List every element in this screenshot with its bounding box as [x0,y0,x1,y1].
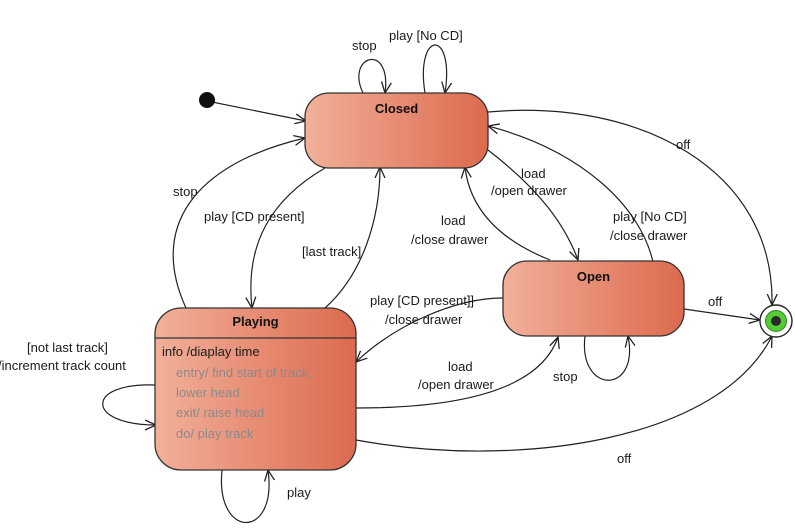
label-playing-to-closed-last: [last track] [302,244,361,259]
label-open-to-final-off: off [708,294,723,309]
edge-playing-to-final-off [356,336,772,451]
edge-initial-to-closed [207,101,306,121]
final-node [760,305,792,337]
label-open-to-playing-trigger: play [CD present]] [370,293,474,308]
edge-closed-to-playing [251,168,325,308]
label-closed-self-stop: stop [352,38,377,53]
label-open-to-closed-action: /close drawer [411,232,489,247]
state-playing-activity: do/ play track [176,426,254,441]
label-playing-self-play: play [287,485,311,500]
edge-open-self-stop [584,336,629,380]
label-open-to-closed-nocd-trigger: play [No CD] [613,209,687,224]
edge-playing-self-play [221,470,269,523]
label-playing-to-open-action: /open drawer [418,377,495,392]
label-playing-self-next-guard: [not last track] [27,340,108,355]
initial-node [199,92,215,108]
label-playing-to-final-off: off [617,451,632,466]
state-open: Open [503,261,684,336]
state-playing-activity: exit/ raise head [176,405,264,420]
state-playing-title: Playing [232,314,278,329]
label-closed-to-open-trigger: load [521,166,546,181]
state-closed-title: Closed [375,101,418,116]
edge-closed-self-play-nocd [423,45,446,93]
label-closed-self-play-nocd: play [No CD] [389,28,463,43]
state-playing-activity: lower head [176,385,240,400]
state-open-title: Open [577,269,610,284]
label-playing-self-next-action: /increment track count [0,358,126,373]
label-playing-to-closed-stop: stop [173,184,198,199]
state-playing-internal: info /diaplay time [162,344,260,359]
edge-playing-to-closed-last [325,167,380,308]
state-playing: Playing info /diaplay time entry/ find s… [155,308,356,470]
edge-open-to-final-off [684,309,760,320]
label-closed-to-open-action: /open drawer [491,183,568,198]
label-open-to-closed-nocd-action: /close drawer [610,228,688,243]
state-playing-activity: entry/ find start of track; [176,365,312,380]
edge-playing-self-next [103,385,156,425]
label-closed-to-final-off: off [676,137,691,152]
label-open-to-playing-action: /close drawer [385,312,463,327]
label-closed-to-playing: play [CD present] [204,209,304,224]
label-playing-to-open-trigger: load [448,359,473,374]
state-closed: Closed [305,93,488,168]
edge-closed-self-stop [359,59,386,93]
label-open-self-stop: stop [553,369,578,384]
label-open-to-closed-trigger: load [441,213,466,228]
